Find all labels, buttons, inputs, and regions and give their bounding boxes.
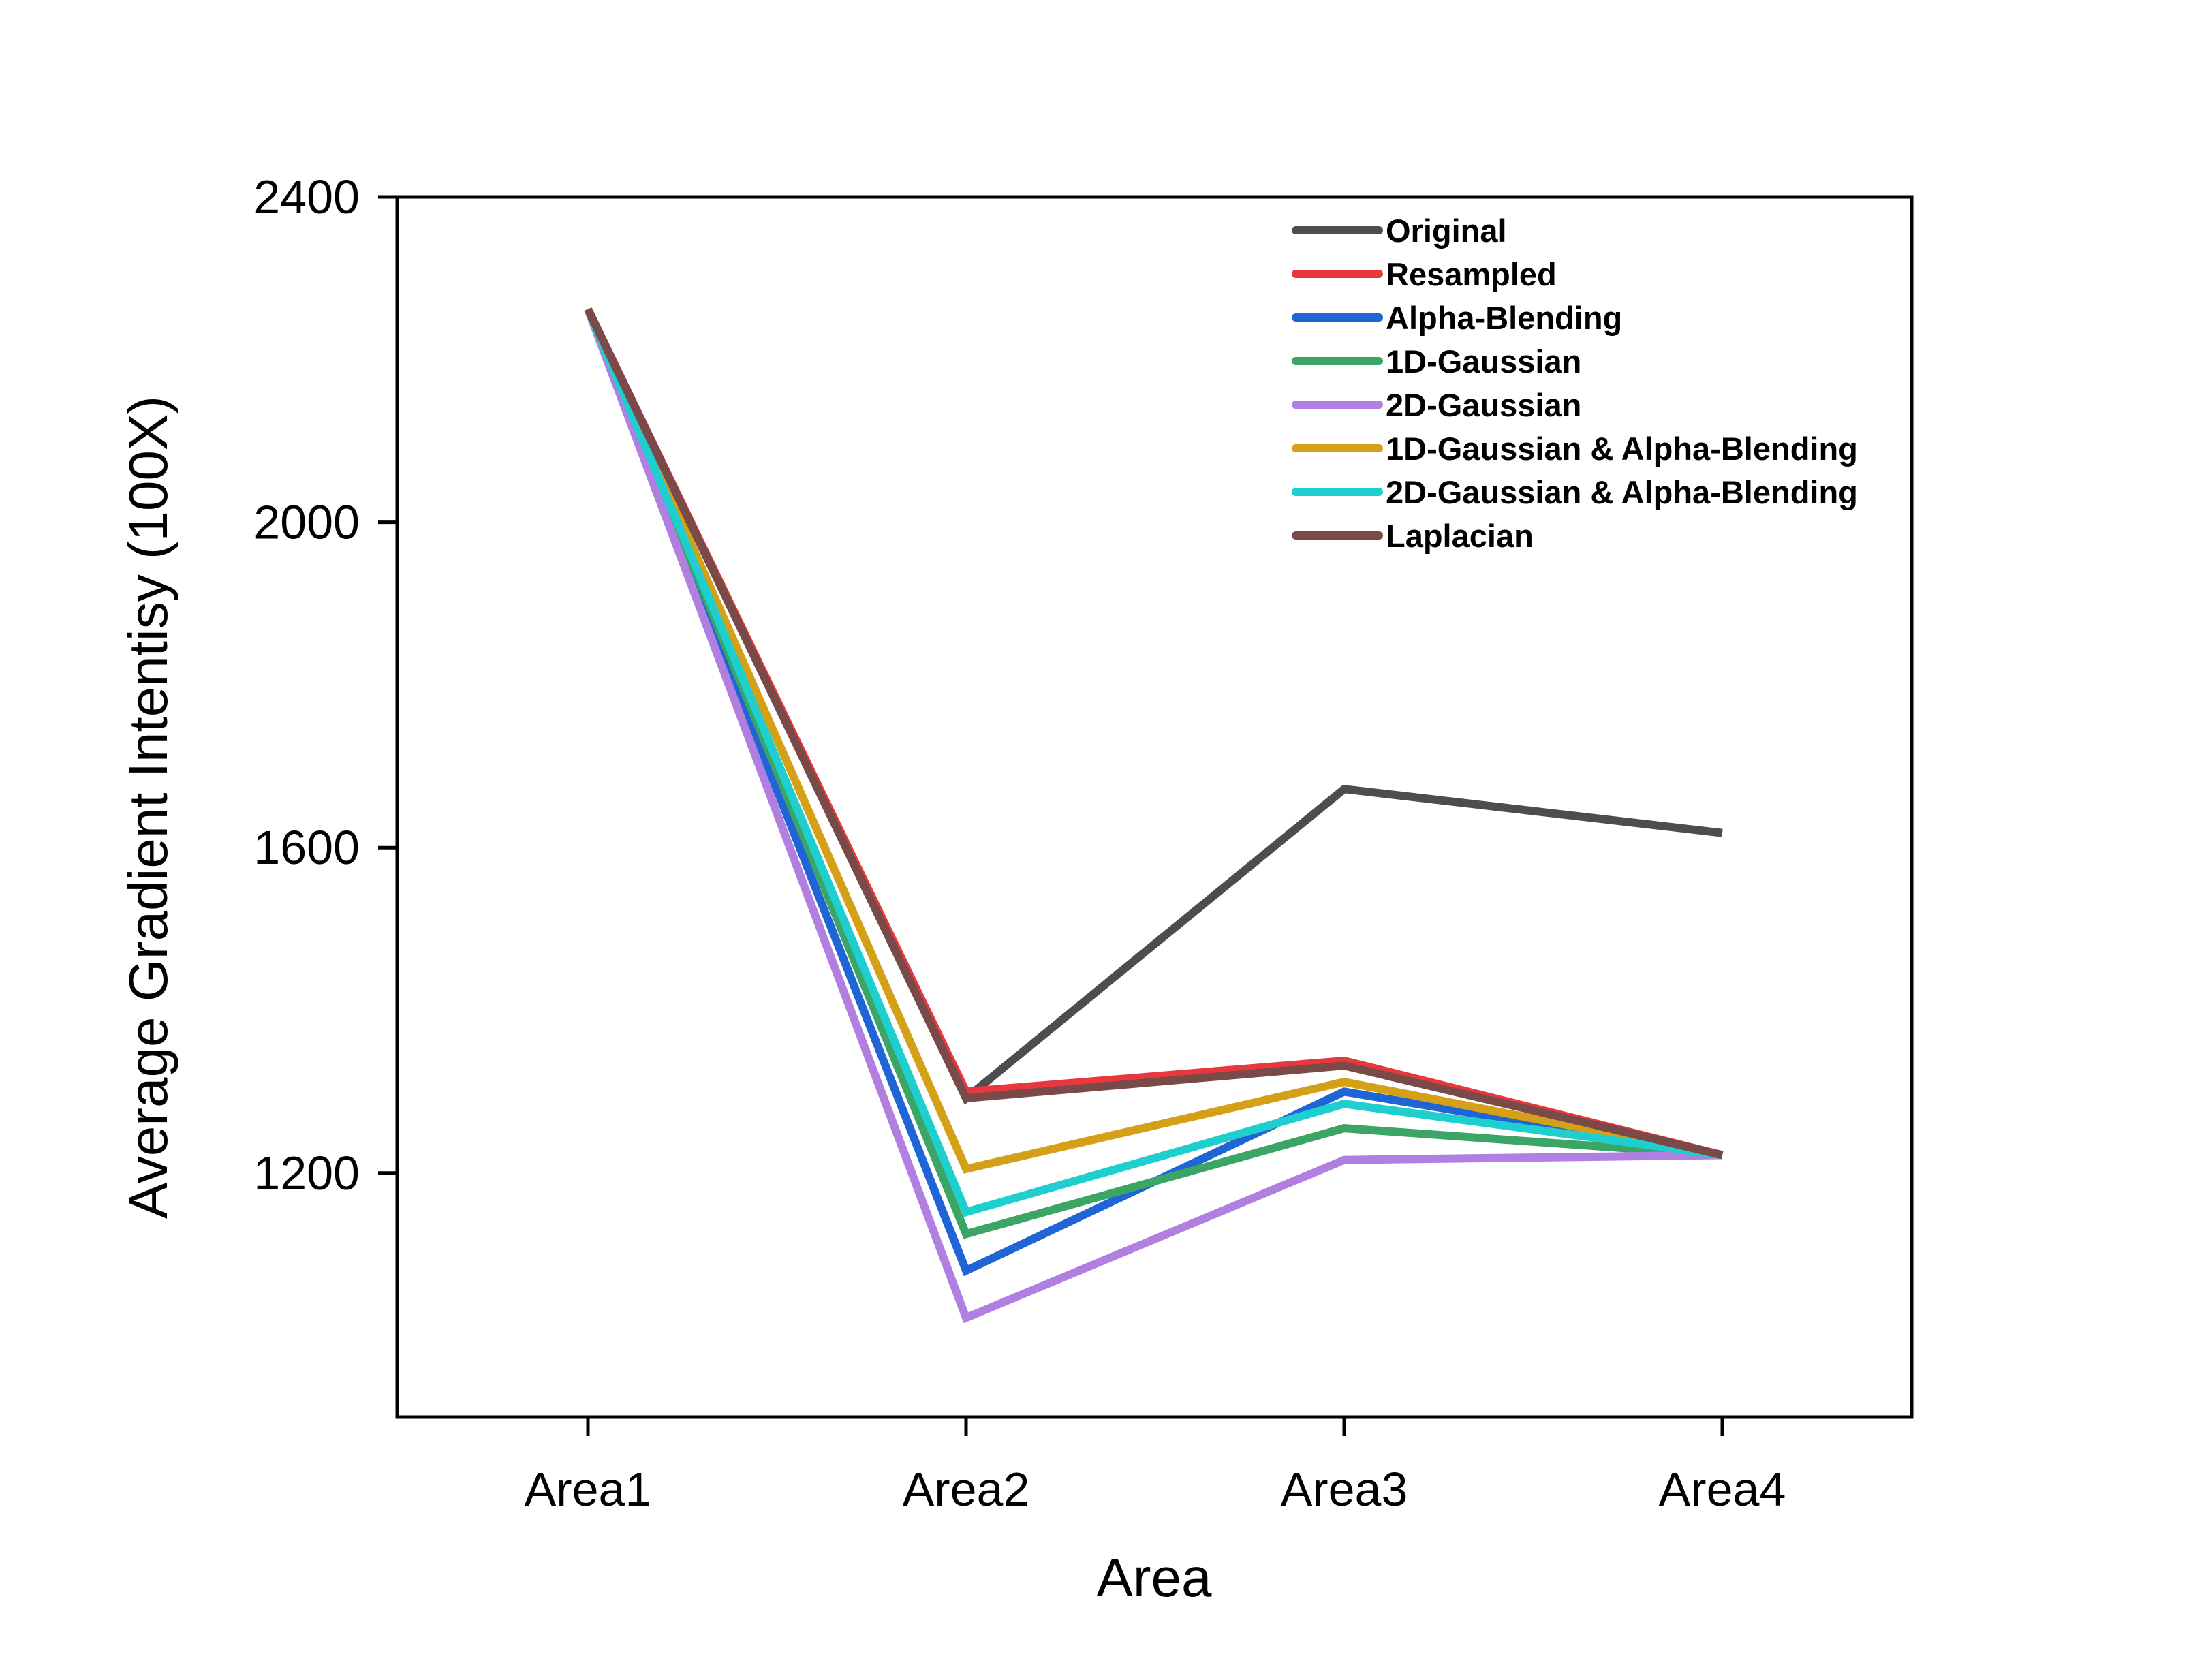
series-line-7 <box>584 307 1724 1160</box>
legend-label: Resampled <box>1386 256 1557 292</box>
x-tick-label: Area3 <box>1281 1463 1408 1516</box>
legend-label: Original <box>1386 213 1507 249</box>
x-tick-label: Area2 <box>903 1463 1030 1516</box>
x-axis: Area1 Area2 Area3 Area4 <box>525 1417 1786 1516</box>
legend-label: Laplacian <box>1386 518 1534 554</box>
y-axis: 1200 1600 2000 2400 <box>253 170 397 1200</box>
series-line-4 <box>584 307 1723 1324</box>
y-tick-label: 2400 <box>253 170 360 223</box>
y-axis-title: Average Gradient Intentisy (100X) <box>118 396 178 1219</box>
legend-label: 1D-Gaussian & Alpha-Blending <box>1386 431 1858 467</box>
y-tick-label: 1200 <box>253 1147 360 1200</box>
plot-frame <box>395 195 1914 1419</box>
legend-label: 2D-Gaussian <box>1386 387 1581 423</box>
x-tick-label: Area4 <box>1659 1463 1786 1516</box>
legend: Original Resampled Alpha-Blending 1D-Gaussi… <box>1292 213 1858 554</box>
legend-label: 1D-Gaussian <box>1386 343 1581 379</box>
y-tick-label: 2000 <box>253 496 360 549</box>
legend-label: Alpha-Blending <box>1386 300 1622 336</box>
series-line-3 <box>584 307 1723 1239</box>
x-axis-title: Area <box>1097 1547 1212 1608</box>
series-line-6 <box>584 307 1723 1217</box>
plot-lines <box>584 307 1724 1324</box>
x-tick-label: Area1 <box>525 1463 652 1516</box>
legend-label: 2D-Gaussian & Alpha-Blending <box>1386 474 1858 510</box>
series-line-5 <box>584 307 1724 1174</box>
y-tick-label: 1600 <box>253 821 360 874</box>
